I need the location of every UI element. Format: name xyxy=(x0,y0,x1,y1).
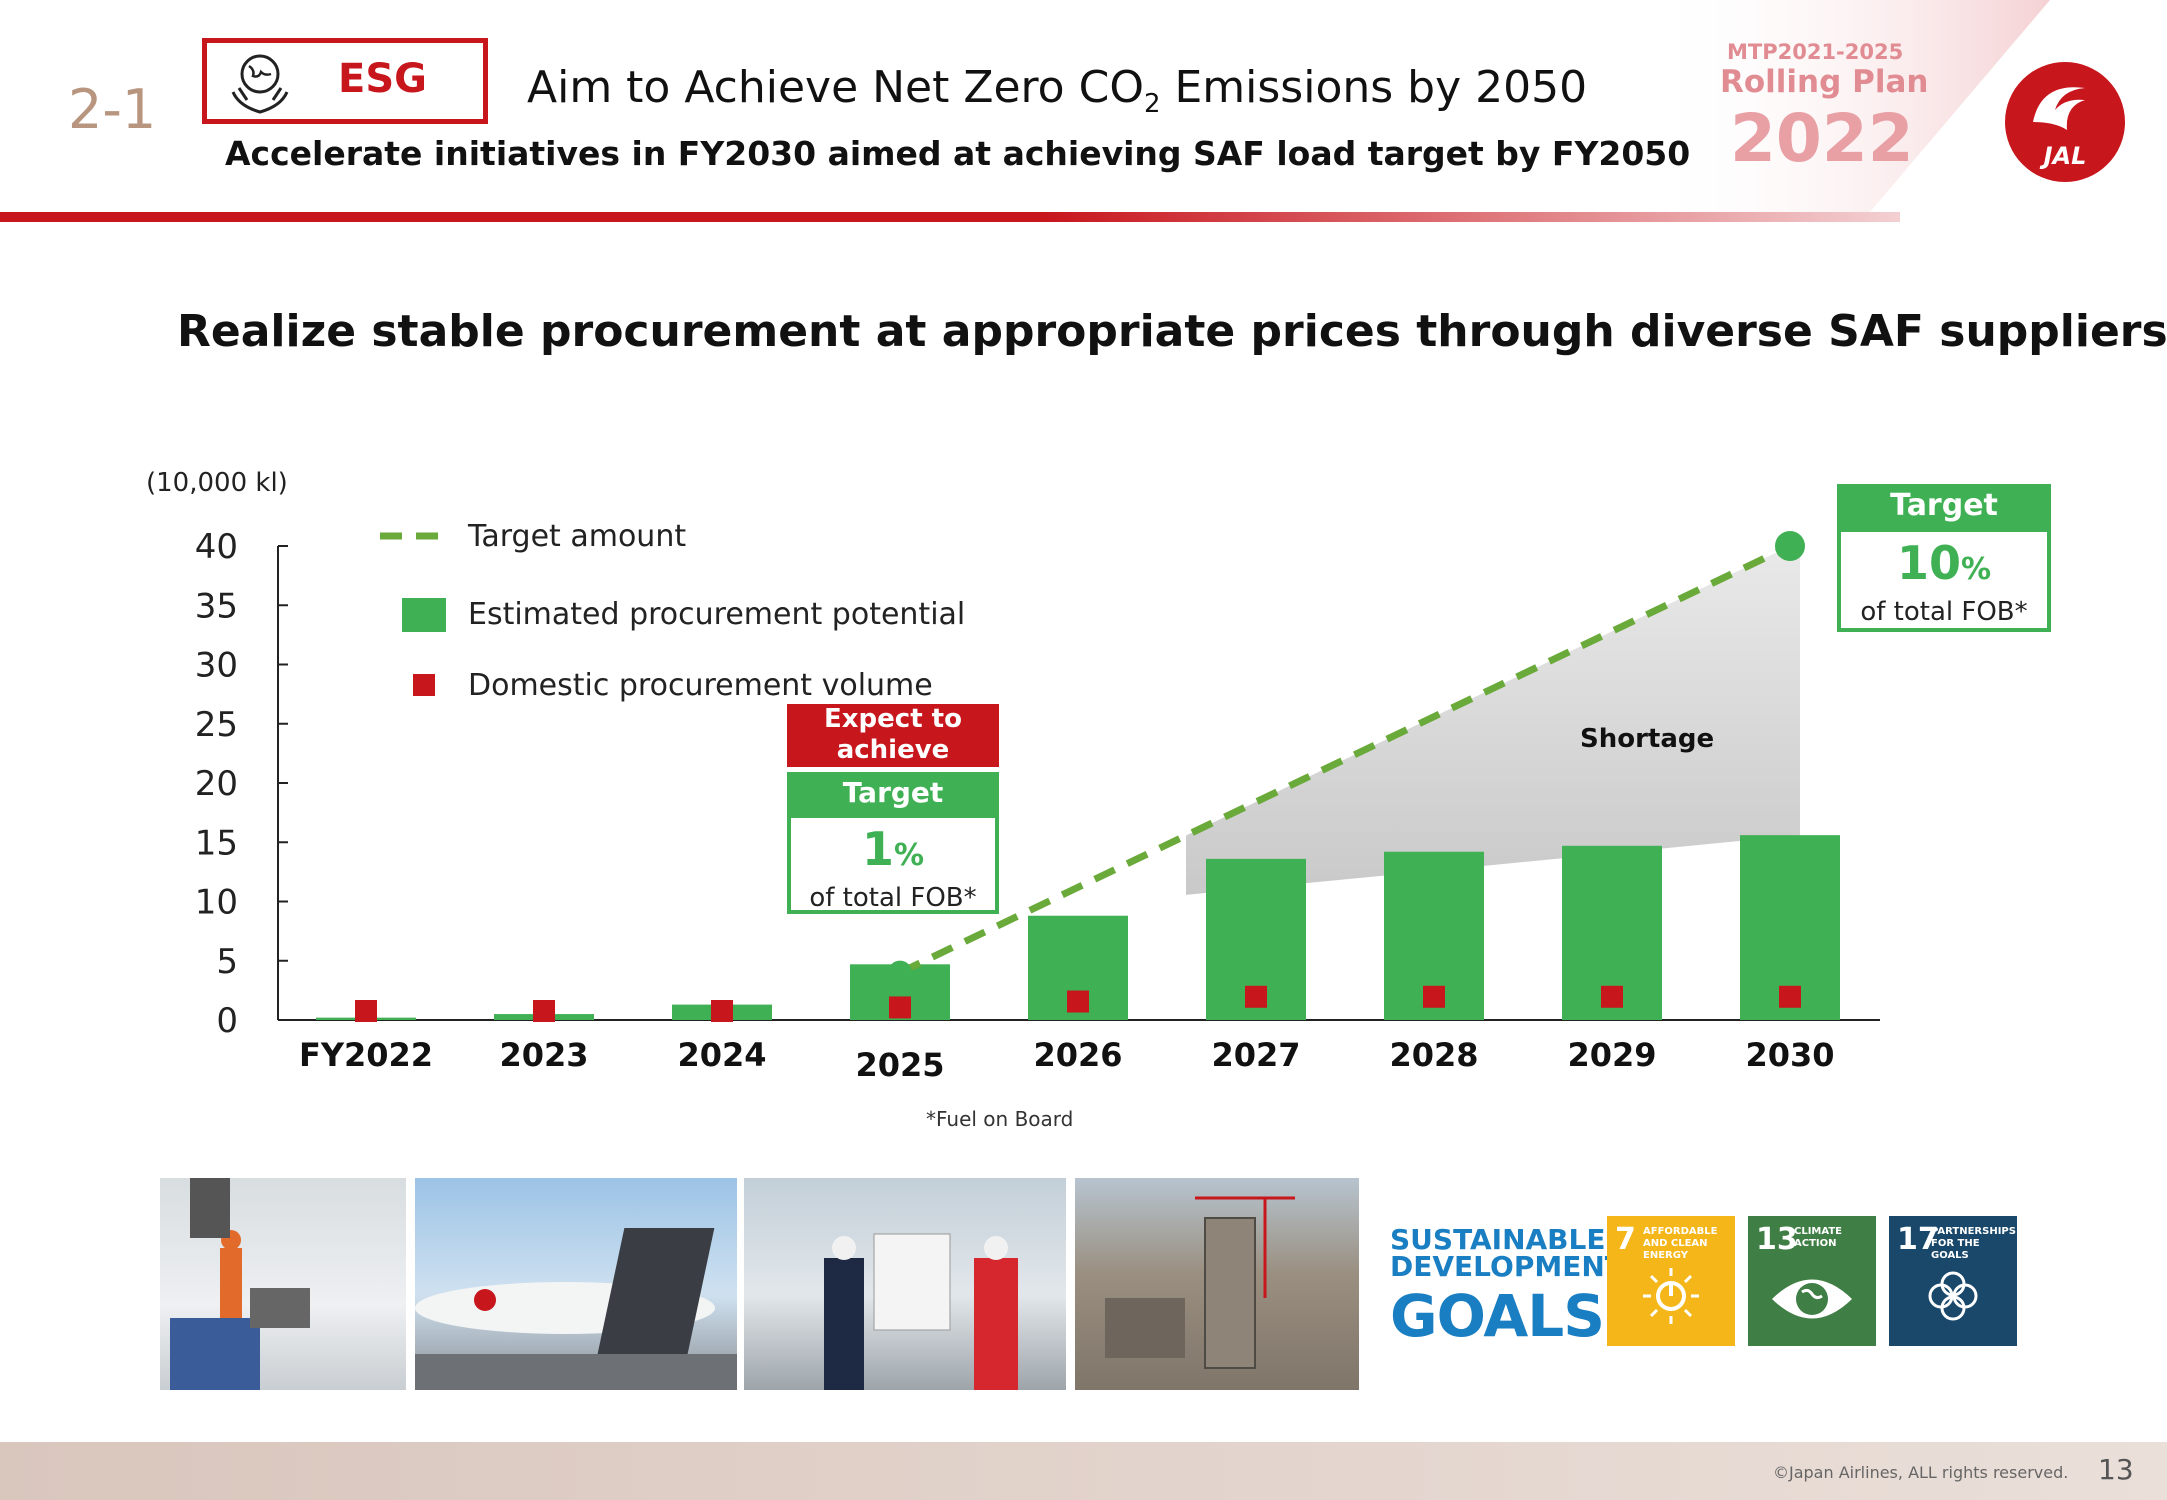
shortage-area xyxy=(1186,546,1800,895)
legend-swatch-domestic xyxy=(413,674,435,696)
domestic-marker-2030 xyxy=(1779,985,1801,1008)
x-tick-label: 2027 xyxy=(1211,1036,1300,1074)
x-tick-label: 2024 xyxy=(677,1036,766,1074)
photo-saf-plant xyxy=(1075,1178,1359,1390)
domestic-marker-2027 xyxy=(1245,985,1267,1008)
domestic-marker-2025 xyxy=(889,996,911,1019)
photo-a350-aircraft xyxy=(415,1178,737,1390)
domestic-marker-2023 xyxy=(533,1000,555,1022)
target-2030-box: 10% of total FOB* xyxy=(1837,528,2051,632)
x-tick-label: 2025 xyxy=(855,1046,944,1084)
footer-bar xyxy=(0,1442,2167,1500)
sdg-wordmark: SUSTAINABLE DEVELOPMENT xyxy=(1390,1223,1624,1283)
section-headline: Realize stable procurement at appropriat… xyxy=(177,306,2167,357)
target-2025-desc: of total FOB* xyxy=(809,883,977,913)
x-tick-label: FY2022 xyxy=(299,1036,433,1074)
photo-saf-signing xyxy=(744,1178,1066,1390)
target-dashed-line xyxy=(898,542,1792,976)
domestic-marker-2024 xyxy=(711,1000,733,1022)
target-2025-value: 1% xyxy=(861,822,925,876)
domestic-marker-2029 xyxy=(1601,985,1623,1008)
slide-header: 2-1 ESG Aim to Achieve Net Zero CO2 Emis… xyxy=(0,0,2167,230)
photo-refueling-worker xyxy=(160,1178,406,1390)
legend-label-potential: Estimated procurement potential xyxy=(468,597,965,632)
header-decoration xyxy=(0,0,2050,222)
copyright: ©Japan Airlines, ALL rights reserved. xyxy=(1773,1463,2069,1482)
legend-swatch-potential xyxy=(402,598,446,632)
y-tick-label: 20 xyxy=(195,764,238,804)
target-end-point xyxy=(1775,531,1805,561)
target-2030-header: Target xyxy=(1837,484,2051,528)
partnership-flower-icon xyxy=(1928,1271,1978,1321)
plan-label-mid: Rolling Plan xyxy=(1720,64,1929,100)
y-tick-label: 35 xyxy=(195,586,238,626)
expect-target-callout: Expect to achieve target xyxy=(787,704,999,796)
x-tick-label: 2029 xyxy=(1567,1036,1656,1074)
y-tick-label: 25 xyxy=(195,705,238,745)
x-tick-label: 2028 xyxy=(1389,1036,1478,1074)
y-tick-label: 0 xyxy=(216,1001,238,1041)
domestic-marker-2028 xyxy=(1423,985,1445,1008)
legend-label-domestic: Domestic procurement volume xyxy=(468,668,933,703)
plan-year: 2022 xyxy=(1730,100,1914,177)
shortage-label: Shortage xyxy=(1580,724,1715,754)
target-2030-desc: of total FOB* xyxy=(1860,597,2028,627)
sdg-goals-word: GOALS xyxy=(1390,1282,1605,1350)
eye-earth-icon xyxy=(1772,1279,1852,1319)
x-tick-label: 2026 xyxy=(1033,1036,1122,1074)
y-axis-unit: (10,000 kl) xyxy=(146,468,288,498)
y-tick-label: 30 xyxy=(195,646,238,686)
y-tick-label: 40 xyxy=(195,527,238,567)
target-2025-header: Target xyxy=(787,772,999,814)
footnote: *Fuel on Board xyxy=(926,1107,1074,1131)
sdg-tile-17: 17 PARTNERSHIPS FOR THE GOALS xyxy=(1889,1216,2017,1346)
earth-hands-icon xyxy=(231,54,289,114)
y-tick-label: 15 xyxy=(195,823,238,863)
slide-number: 2-1 xyxy=(68,78,157,141)
y-tick-label: 5 xyxy=(216,942,238,982)
esg-label: ESG xyxy=(338,56,427,102)
target-2025-box: 1% of total FOB* xyxy=(787,814,999,914)
target-start-point xyxy=(888,960,912,985)
page-number: 13 xyxy=(2098,1453,2134,1486)
page-subtitle: Accelerate initiatives in FY2030 aimed a… xyxy=(225,134,1691,173)
sun-power-icon xyxy=(1643,1268,1699,1324)
sdg-tile-13: 13 CLIMATE ACTION xyxy=(1748,1216,1876,1346)
target-2030-value: 10% xyxy=(1896,536,1992,590)
y-tick-label: 10 xyxy=(195,883,238,923)
plan-label-top: MTP2021-2025 xyxy=(1727,40,1904,64)
jal-logo: JAL xyxy=(2005,62,2125,182)
svg-text:JAL: JAL xyxy=(2040,142,2087,170)
domestic-marker-2026 xyxy=(1067,990,1089,1013)
x-tick-label: 2030 xyxy=(1745,1036,1834,1074)
sdg-tile-7: 7 AFFORDABLE AND CLEAN ENERGY xyxy=(1607,1216,1735,1346)
page-title: Aim to Achieve Net Zero CO2 Emissions by… xyxy=(527,62,1588,119)
x-tick-label: 2023 xyxy=(499,1036,588,1074)
legend-label-target: Target amount xyxy=(467,519,686,554)
domestic-marker-FY2022 xyxy=(355,1000,377,1022)
